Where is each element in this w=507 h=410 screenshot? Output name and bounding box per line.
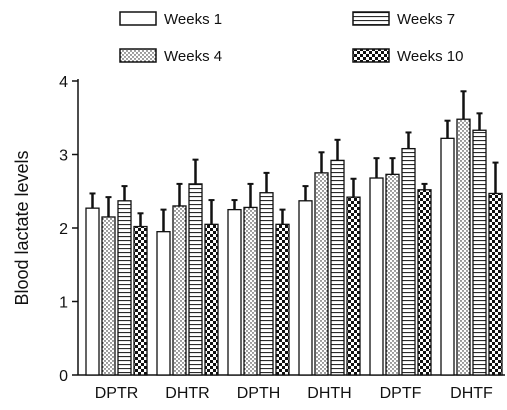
bar-dptr-weeks-10 [133, 225, 148, 376]
bar-dptf-weeks-1 [369, 177, 384, 376]
bar-dhtr-weeks-7 [188, 183, 203, 376]
y-tick-label: 2 [59, 221, 68, 238]
legend-swatch [119, 11, 157, 26]
bar-dhtf-weeks-7 [472, 129, 487, 376]
bar-dptf-weeks-7 [401, 147, 416, 376]
plot-area: 0 1 2 3 4 DPTR DHTR DPTH DHTH DPTF DHTF [59, 74, 505, 402]
x-tick-label: DPTF [380, 385, 422, 402]
bar-dptf-weeks-10 [417, 189, 432, 376]
bar-dhtf-weeks-4 [456, 118, 471, 376]
legend-swatch [119, 48, 157, 63]
bar-dhth-weeks-7 [330, 159, 345, 376]
bar-dhth-weeks-1 [298, 200, 313, 376]
bar-dpth-weeks-4 [243, 206, 258, 376]
x-tick-label: DHTH [307, 385, 351, 402]
x-tick-label: DHTF [450, 385, 493, 402]
bar-dptr-weeks-1 [85, 207, 100, 376]
bar-dptr-weeks-4 [101, 216, 116, 376]
bar-dptr-weeks-7 [117, 200, 132, 376]
legend-label: Weeks 7 [397, 11, 455, 28]
bar-dhtf-weeks-1 [440, 137, 455, 376]
legend-label: Weeks 1 [164, 11, 222, 28]
x-tick-label: DPTR [95, 385, 139, 402]
bar-dhtr-weeks-4 [172, 205, 187, 376]
legend-label: Weeks 4 [164, 48, 222, 65]
x-tick-label: DHTR [165, 385, 209, 402]
y-tick-label: 4 [59, 74, 68, 91]
bar-dpth-weeks-1 [227, 208, 242, 376]
legend-swatch [352, 48, 390, 63]
legend: Weeks 1 Weeks 4 Weeks 7 Weeks 10 [119, 11, 463, 65]
x-tick-label: DPTH [237, 385, 281, 402]
legend-swatch [352, 11, 390, 26]
bar-dhtr-weeks-1 [156, 231, 171, 376]
legend-label: Weeks 10 [397, 48, 463, 65]
bar-dpth-weeks-10 [275, 223, 290, 376]
bar-dhth-weeks-4 [314, 172, 329, 376]
bar-dhth-weeks-10 [346, 196, 361, 376]
bar-dhtf-weeks-10 [488, 192, 503, 376]
y-tick-label: 1 [59, 295, 68, 312]
y-tick-label: 0 [59, 368, 68, 385]
y-axis-title: Blood lactate levels [12, 150, 32, 305]
y-tick-label: 3 [59, 148, 68, 165]
bar-dpth-weeks-7 [259, 192, 274, 376]
bar-dptf-weeks-4 [385, 173, 400, 376]
bar-dhtr-weeks-10 [204, 223, 219, 376]
